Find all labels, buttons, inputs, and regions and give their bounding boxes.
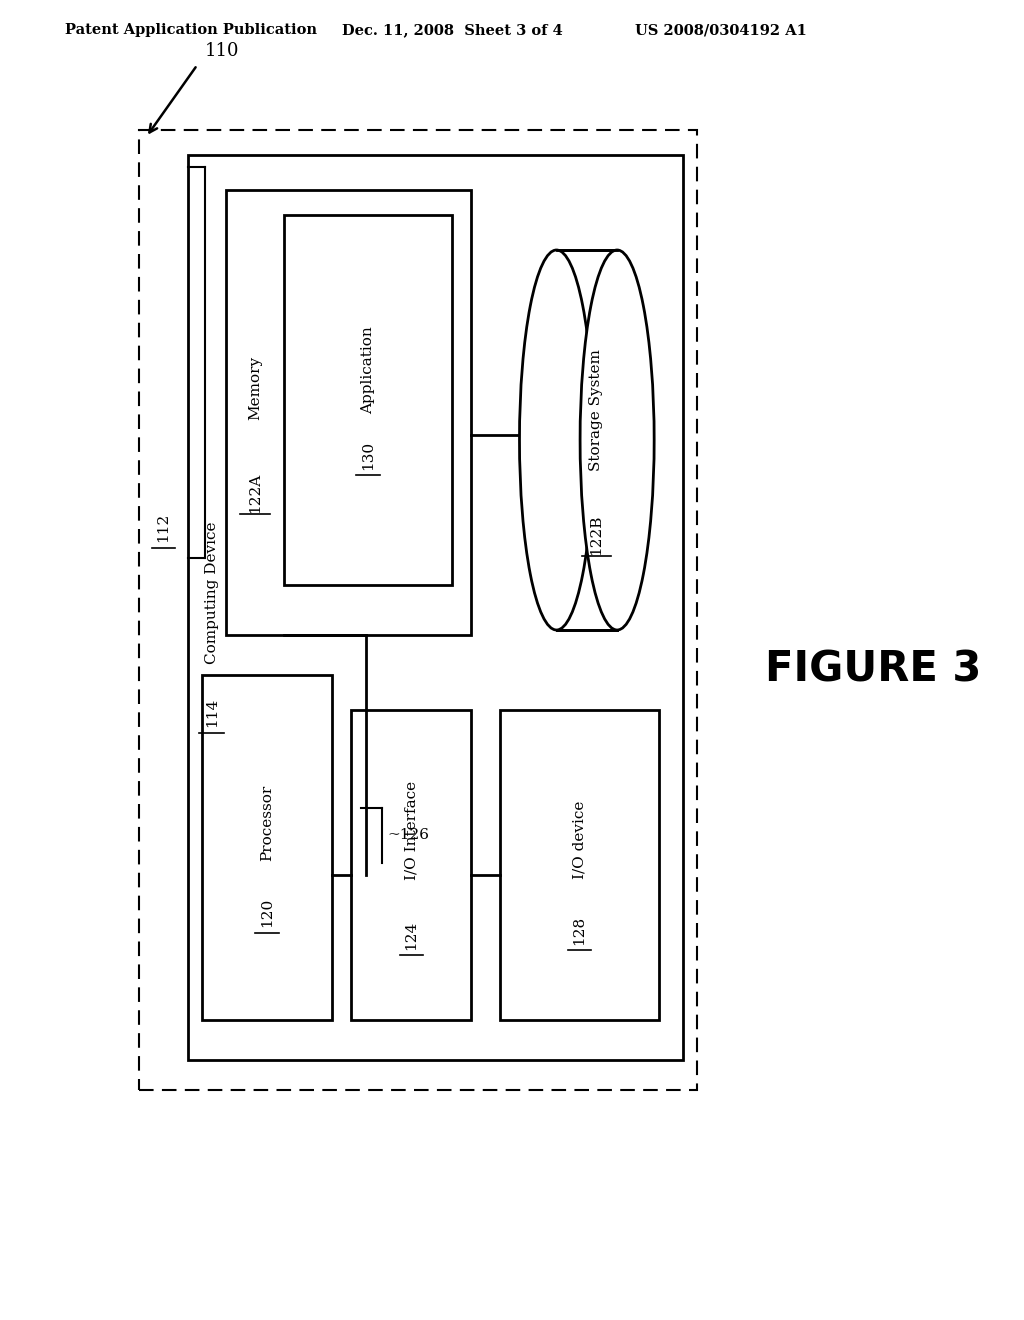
Bar [202,675,332,1020]
Text: 122B: 122B [590,515,603,556]
Text: 112: 112 [157,513,171,543]
Text: Processor: Processor [260,784,274,861]
Text: Storage System: Storage System [590,348,603,471]
Bar [187,154,683,1060]
Text: I/O device: I/O device [572,801,587,879]
Ellipse shape [519,249,594,630]
Bar [556,249,617,630]
Text: Computing Device: Computing Device [205,521,219,664]
Text: Memory: Memory [248,355,262,420]
Text: 128: 128 [572,916,587,945]
Text: I/O Interface: I/O Interface [404,780,418,879]
Bar [501,710,659,1020]
Text: 130: 130 [361,441,375,470]
Bar [351,710,471,1020]
Text: 110: 110 [205,42,240,59]
Text: Application: Application [361,326,375,414]
Text: 124: 124 [404,920,418,949]
Text: 120: 120 [260,898,274,927]
Bar [226,190,471,635]
Text: ~126: ~126 [388,828,430,842]
Text: Patent Application Publication: Patent Application Publication [66,22,317,37]
Text: US 2008/0304192 A1: US 2008/0304192 A1 [635,22,807,37]
Text: 122A: 122A [248,473,262,512]
Bar [139,129,697,1090]
Text: 114: 114 [205,698,219,727]
Text: Dec. 11, 2008  Sheet 3 of 4: Dec. 11, 2008 Sheet 3 of 4 [342,22,562,37]
Ellipse shape [580,249,654,630]
Text: FIGURE 3: FIGURE 3 [765,649,981,690]
Bar [284,215,453,585]
